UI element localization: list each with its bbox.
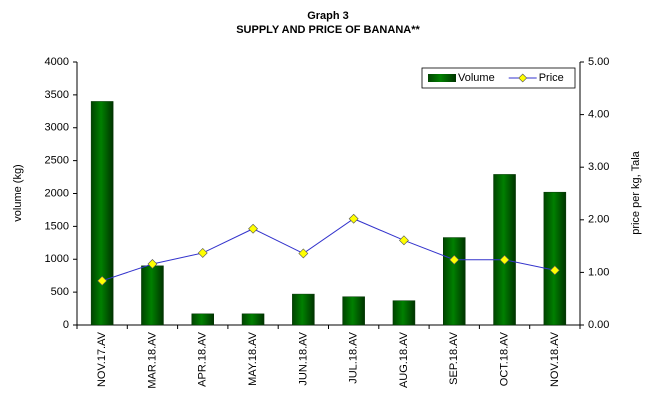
x-tick-label: SEP.18.AV <box>448 331 460 384</box>
price-marker <box>97 275 108 286</box>
bar <box>90 101 114 326</box>
bar <box>191 313 214 326</box>
y2-tick-label: 2.00 <box>588 214 609 226</box>
legend <box>421 67 576 89</box>
price-marker <box>449 254 460 265</box>
price-marker <box>348 213 359 224</box>
bar <box>543 191 567 326</box>
y2-tick-label: 1.00 <box>588 266 609 278</box>
y-axis-label: volume (kg) <box>12 164 24 221</box>
y2-tick-label: 3.00 <box>588 161 609 173</box>
y-tick-label: 2000 <box>45 187 69 199</box>
bar <box>342 296 365 326</box>
price-line <box>101 218 555 282</box>
y-tick-label: 500 <box>51 286 69 298</box>
x-tick-label: APR.18.AV <box>197 331 209 386</box>
legend-marker <box>518 73 528 83</box>
y2-tick-label: 4.00 <box>588 109 609 121</box>
y-tick-label: 3500 <box>45 89 69 101</box>
bar <box>141 265 164 326</box>
x-tick-label: OCT.18.AV <box>498 331 510 386</box>
y-tick-label: 3000 <box>45 122 69 134</box>
x-tick-label: MAR.18.AV <box>146 331 158 388</box>
y2-tick-label: 0.00 <box>588 319 609 331</box>
y2-tick-label: 5.00 <box>588 56 609 68</box>
x-tick-label: JUN.18.AV <box>297 331 309 385</box>
bar <box>241 313 265 326</box>
x-tick-label: NOV.17.AV <box>96 331 108 387</box>
y-tick-label: 2500 <box>45 155 69 167</box>
x-tick-label: JUL.18.AV <box>348 331 360 383</box>
x-tick-label: AUG.18.AV <box>398 331 410 388</box>
bar <box>392 300 416 326</box>
chart-subtitle: SUPPLY AND PRICE OF BANANA** <box>236 24 420 36</box>
price-marker <box>248 223 258 234</box>
y2-axis-label: price per kg, Tala <box>630 150 642 234</box>
price-marker <box>549 265 560 276</box>
legend-label: Volume <box>458 72 495 84</box>
price-marker <box>197 248 208 258</box>
y-tick-label: 1000 <box>45 253 69 265</box>
y-tick-label: 0 <box>63 319 69 331</box>
x-tick-label: NOV.18.AV <box>549 331 561 387</box>
bar <box>493 174 516 326</box>
y-tick-label: 4000 <box>45 56 69 68</box>
price-marker <box>298 248 309 259</box>
price-marker <box>399 235 409 246</box>
legend-label: Price <box>539 72 564 84</box>
price-marker <box>499 254 510 265</box>
chart-title: Graph 3 <box>307 10 349 22</box>
bar <box>292 293 315 326</box>
x-tick-label: MAY.18.AV <box>247 331 259 385</box>
bar <box>443 237 466 326</box>
y-tick-label: 1500 <box>45 220 69 232</box>
price-marker <box>147 259 158 269</box>
legend-swatch <box>428 74 456 82</box>
